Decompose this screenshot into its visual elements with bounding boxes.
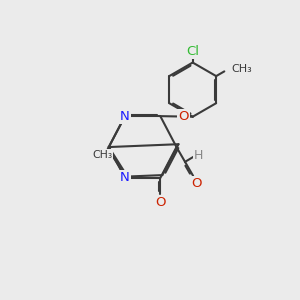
Text: CH₃: CH₃	[231, 64, 252, 74]
Text: H: H	[194, 149, 203, 162]
Text: N: N	[120, 172, 130, 184]
Text: Cl: Cl	[186, 45, 199, 58]
Text: N: N	[120, 110, 130, 123]
Text: O: O	[191, 177, 202, 190]
Text: O: O	[155, 196, 166, 208]
Text: O: O	[178, 110, 188, 123]
Text: CH₃: CH₃	[92, 150, 112, 160]
